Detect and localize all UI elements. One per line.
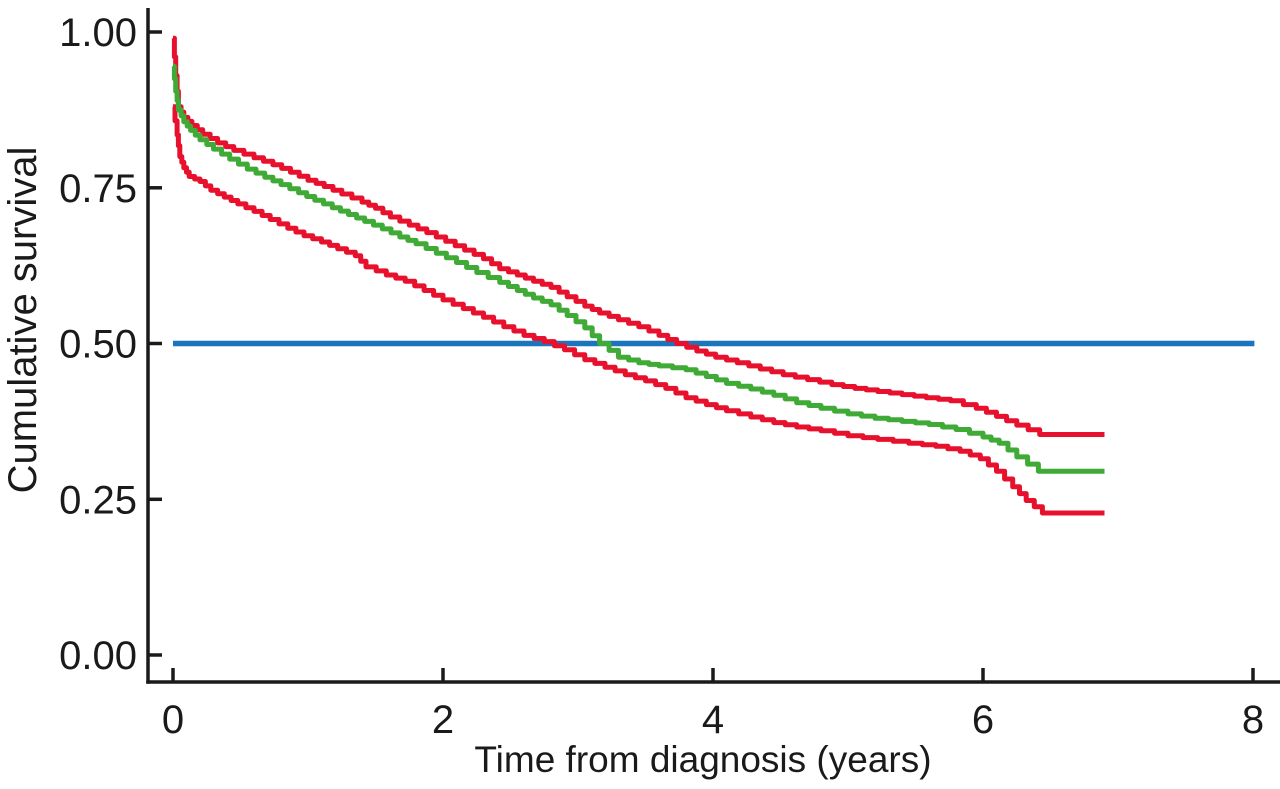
- y-tick-label: 0.25: [59, 478, 137, 522]
- series-ci-lower-band: [172, 104, 1105, 516]
- y-tick-label: 0.75: [59, 167, 137, 211]
- x-tick-label: 6: [972, 698, 994, 742]
- x-tick-label: 4: [702, 698, 724, 742]
- axes-layer: [146, 8, 1280, 684]
- tick-label-layer: 0.00 0.25 0.50 0.75 1.00 0 2 4 6 8: [59, 11, 1264, 742]
- y-axis-title: Cumulative survival: [1, 147, 45, 494]
- y-tick-label: 0.00: [59, 634, 137, 678]
- x-tick-label: 8: [1242, 698, 1264, 742]
- x-axis-title: Time from diagnosis (years): [474, 739, 931, 780]
- series-survival-estimate: [171, 63, 1105, 474]
- y-tick-label: 0.50: [59, 323, 137, 367]
- curve-layer: [171, 35, 1105, 516]
- series-ci-upper-band: [171, 35, 1105, 437]
- x-tick-label: 2: [432, 698, 454, 742]
- x-tick-label: 0: [162, 698, 184, 742]
- y-tick-label: 1.00: [59, 11, 137, 55]
